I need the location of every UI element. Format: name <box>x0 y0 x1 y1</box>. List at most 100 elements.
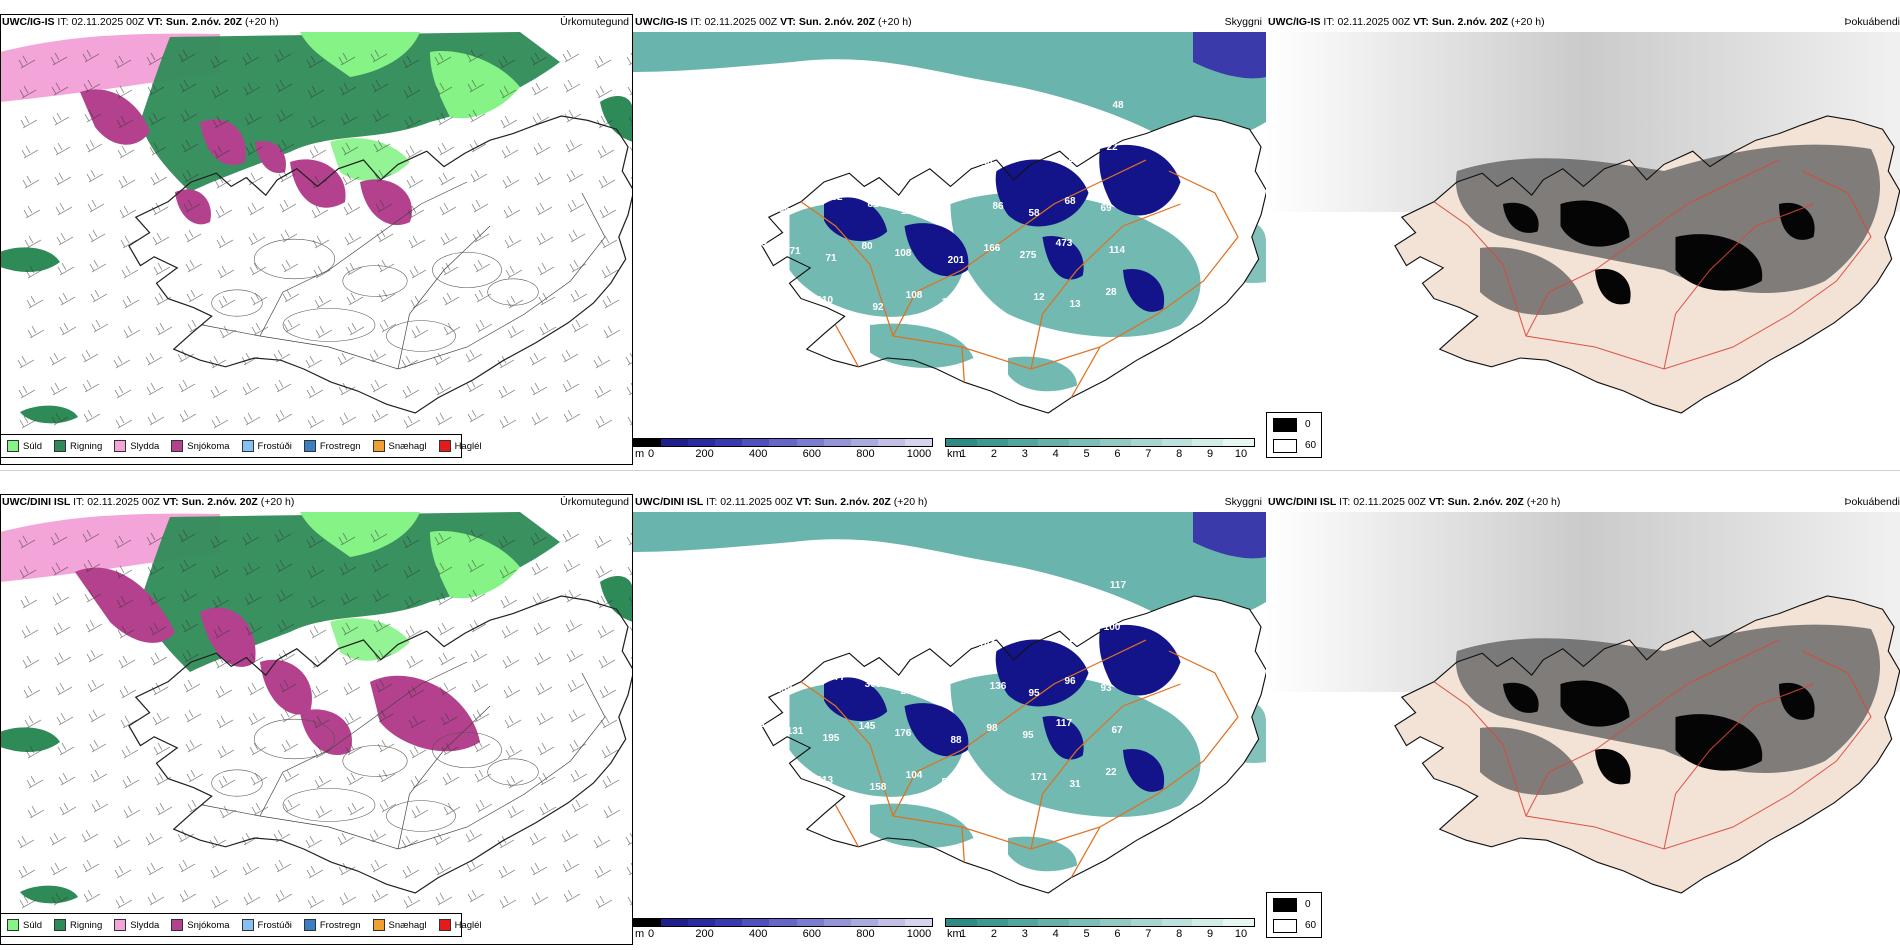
ceiling-label: 62 <box>783 768 795 779</box>
ceiling-label: 12 <box>1033 292 1045 303</box>
ceiling-label: 64 <box>951 110 963 121</box>
row-separator <box>0 470 1900 471</box>
colorbar-cell <box>1069 439 1100 446</box>
legend-swatch <box>241 440 254 452</box>
colorbar-tick: 4 <box>1052 448 1059 460</box>
legend-label: Súld <box>23 440 43 452</box>
panel-title: Þokuábendi <box>1844 496 1900 508</box>
colorbar-cell <box>634 439 662 446</box>
ceiling-label: 208 <box>739 342 756 353</box>
ceiling-label: 136 <box>990 681 1007 692</box>
key-swatch <box>1273 919 1297 933</box>
ceiling-label: 75 <box>747 780 759 791</box>
key-label: 0 <box>1305 419 1311 430</box>
colorbar-cell <box>1192 919 1224 926</box>
ceiling-label: 47 <box>898 103 910 114</box>
ceiling-label: 49 <box>820 150 832 161</box>
precip-panel-row1: UWC/IG-IS IT: 02.11.2025 00Z VT: Sun. 2.… <box>0 12 633 464</box>
ceiling-label: 54 <box>784 143 796 154</box>
colorbar-strip <box>633 438 933 447</box>
ceiling-label: 96 <box>1064 676 1076 687</box>
legend-label: Rigning <box>70 440 103 452</box>
legend-label: Haglél <box>454 440 482 452</box>
legend-item: Snjókoma <box>171 919 230 931</box>
legend-swatch <box>7 440 19 452</box>
legend-item: Snæhagl <box>372 440 427 452</box>
legend-swatch <box>114 919 127 931</box>
panel-header: UWC/IG-IS IT: 02.11.2025 00Z VT: Sun. 2.… <box>1266 12 1900 32</box>
colorbar-strip <box>945 918 1255 927</box>
ceiling-label: 68 <box>1064 196 1076 207</box>
ceiling-label: 45 <box>987 578 999 589</box>
legend-label: Slydda <box>130 919 160 931</box>
legend-item: Rigning <box>54 440 102 452</box>
colorbar-cell <box>796 919 824 926</box>
colorbar-tick: 400 <box>749 448 768 460</box>
ceiling-label: 67 <box>1111 725 1123 736</box>
panel-title: Úrkomutegund <box>560 16 629 28</box>
colorbar-tick: 1000 <box>906 928 932 940</box>
ceiling-label: 158 <box>870 782 887 793</box>
ceiling-label: 120 <box>1068 634 1085 645</box>
ceiling-label: 22 <box>1106 142 1118 153</box>
ceiling-label: 69 <box>1100 203 1112 214</box>
ceiling-label: 33 <box>742 197 754 208</box>
colorbar-cell <box>1161 439 1193 446</box>
colorbar-cell <box>1130 439 1162 446</box>
legend-swatch <box>372 440 385 452</box>
ceiling-label: 110 <box>817 295 834 306</box>
ceiling-label: 298 <box>776 684 793 695</box>
ceiling-label: 31 <box>1069 779 1081 790</box>
panel-title: Úrkomutegund <box>560 496 629 508</box>
legend-item: Rigning <box>54 919 102 931</box>
colorbar-cell <box>661 919 689 926</box>
colorbar-tick: 600 <box>802 928 821 940</box>
ceiling-label: 81 <box>867 199 879 210</box>
legend-swatch <box>171 919 184 931</box>
key-swatch <box>1273 418 1297 432</box>
ceiling-label: 82 <box>831 192 843 203</box>
legend-item: Súld <box>7 919 42 931</box>
ceiling-label: 71 <box>825 253 837 264</box>
colorbar-tick: 1000 <box>906 448 932 460</box>
colorbar-cell <box>1223 439 1254 446</box>
ceiling-label: 195 <box>823 733 840 744</box>
ceiling-map: 188 52 60 48 48 59 45 49 70 117 78 52 54 59 531 104 144 1… <box>633 512 1266 944</box>
colorbar-cell <box>850 919 878 926</box>
colorbar-tick: 7 <box>1145 928 1152 940</box>
ceiling-label: 48 <box>1112 100 1124 111</box>
legend-label: Snjókoma <box>187 919 230 931</box>
legend-label: Snjókoma <box>187 440 230 452</box>
colorbar-tick: 10 <box>1234 448 1248 460</box>
colorbar-tick: 1 <box>959 448 967 460</box>
ceiling-label: 95 <box>1022 730 1034 741</box>
legend-label: Frostregn <box>319 919 361 931</box>
colorbar-tick: 5 <box>1083 448 1090 460</box>
ceiling-label: 54 <box>820 630 832 641</box>
precip-map <box>0 32 633 464</box>
ceiling-label: 80 <box>861 241 873 252</box>
colorbar-cell <box>769 439 797 446</box>
legend-item: Snæhagl <box>372 919 427 931</box>
colorbar-cell <box>742 439 770 446</box>
ceiling-label: 168 <box>735 94 752 105</box>
colorbar-unit: km <box>947 448 962 460</box>
ceiling-label: 104 <box>739 822 756 833</box>
ceiling-label: 98 <box>986 723 998 734</box>
colorbar-tick: 7 <box>1145 448 1152 460</box>
colorbar-strip <box>633 918 933 927</box>
colorbar-cell <box>1007 439 1039 446</box>
ceiling-label: 113 <box>817 775 834 786</box>
ceiling-label: 70 <box>945 152 957 163</box>
colorbar-unit: m <box>635 448 645 460</box>
ceiling-panel-row2: UWC/DINI ISL IT: 02.11.2025 00Z VT: Sun.… <box>633 492 1266 944</box>
ceiling-label: 49 <box>1023 585 1035 596</box>
precip-legend: Súld Rigning Slydda Snjókoma Frostúði Frostre… <box>0 913 482 937</box>
legend-label: Snæhagl <box>388 440 427 452</box>
colorbar-cell <box>742 919 770 926</box>
colorbar-cell <box>877 919 905 926</box>
key-label: 0 <box>1305 899 1311 910</box>
ceiling-label: 86 <box>992 201 1004 212</box>
legend-swatch <box>54 919 67 931</box>
ceiling-label: 96 <box>783 288 795 299</box>
